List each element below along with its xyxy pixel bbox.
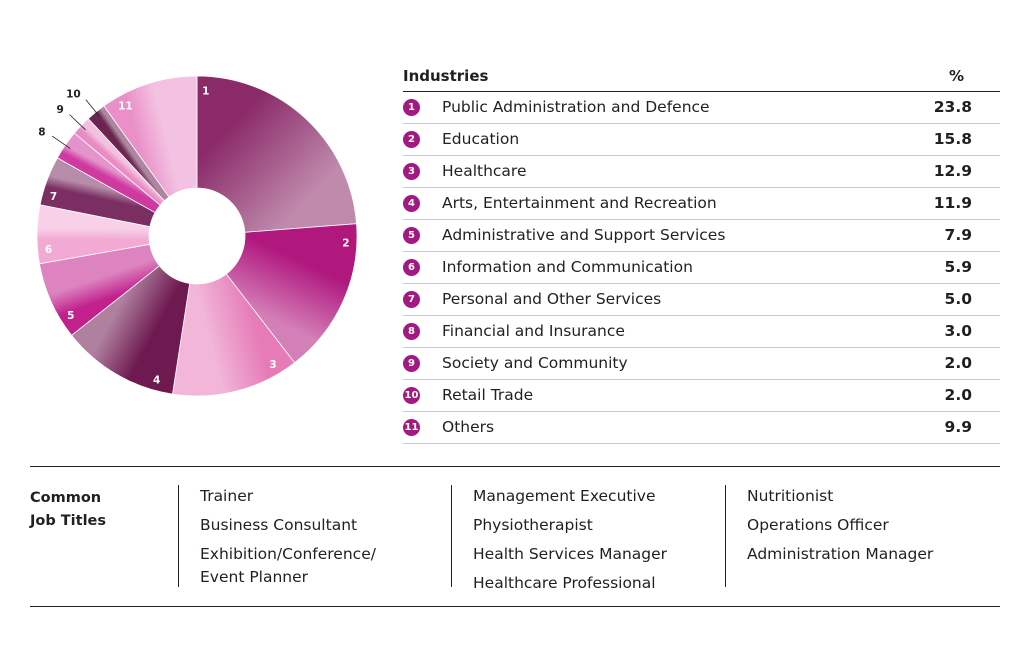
table-row: 1 Public Administration and Defence 23.8 [403,92,1000,124]
industry-name: Education [442,130,520,148]
leader-line-10 [85,99,100,117]
industry-percent: 2.0 [944,354,972,372]
table-row: 9 Society and Community 2.0 [403,348,1000,380]
job-title: Nutritionist [747,487,834,505]
row-number-badge: 3 [403,163,420,180]
job-titles-label: Common Job Titles [30,490,107,529]
table-row: 2 Education 15.8 [403,124,1000,156]
industry-percent: 23.8 [933,98,972,116]
industry-name: Healthcare [442,162,527,180]
leader-line-9 [69,114,86,131]
slice-label-5: 5 [67,310,74,322]
job-title: Exhibition/Conference/ Event Planner [200,545,376,586]
job-column-3: Nutritionist Operations Officer Administ… [725,485,933,587]
slice-label-9: 9 [56,104,63,116]
industry-percent: 12.9 [933,162,972,180]
industry-percent: 11.9 [933,194,972,212]
row-number-badge: 2 [403,131,420,148]
industry-percent: 9.9 [944,418,972,436]
job-title: Administration Manager [747,545,934,563]
row-number-badge: 8 [403,323,420,340]
row-number-badge: 4 [403,195,420,212]
industry-name: Financial and Insurance [442,322,625,340]
job-title: Operations Officer [747,516,889,534]
table-row: 6 Information and Communication 5.9 [403,252,1000,284]
job-column-1: Trainer Business Consultant Exhibition/C… [178,485,376,587]
slice-label-8: 8 [38,126,45,138]
slice-label-7: 7 [50,191,57,203]
row-number-badge: 1 [403,99,420,116]
table-row: 3 Healthcare 12.9 [403,156,1000,188]
job-column-2: Management Executive Physiotherapist Hea… [451,485,668,592]
slice-label-2: 2 [342,237,349,249]
table-row: 10 Retail Trade 2.0 [403,380,1000,412]
industry-name: Personal and Other Services [442,290,662,308]
industry-name: Arts, Entertainment and Recreation [442,194,717,212]
industry-percent: 15.8 [933,130,972,148]
common-job-titles: Common Job Titles Trainer Business Consu… [30,466,1000,607]
industry-name: Others [442,418,495,436]
slice-label-1: 1 [202,85,209,97]
industry-name: Administrative and Support Services [442,226,726,244]
row-number-badge: 6 [403,259,420,276]
row-number-badge: 5 [403,227,420,244]
industries-table: Industries % 1 Public Administration and … [403,64,1000,444]
slice-label-4: 4 [153,374,160,386]
row-number-badge: 7 [403,291,420,308]
job-title: Management Executive [473,487,656,505]
job-title: Health Services Manager [473,545,668,563]
job-title: Physiotherapist [473,516,593,534]
industry-name: Retail Trade [442,386,534,404]
industry-name: Public Administration and Defence [442,98,710,116]
job-title: Healthcare Professional [473,574,656,592]
leader-line-8 [51,135,71,149]
header-percent: % [948,67,964,85]
industry-percent: 7.9 [944,226,972,244]
header-industries: Industries [403,67,489,85]
industry-percent: 5.0 [944,290,972,308]
slice-label-3: 3 [269,359,276,371]
table-row: 8 Financial and Insurance 3.0 [403,316,1000,348]
row-number-badge: 9 [403,355,420,372]
table-row: 7 Personal and Other Services 5.0 [403,284,1000,316]
industry-percent: 5.9 [944,258,972,276]
table-row: 4 Arts, Entertainment and Recreation 11.9 [403,188,1000,220]
slice-label-6: 6 [45,244,52,256]
slice-label-11: 11 [118,100,133,112]
slice-label-10: 10 [66,88,81,100]
table-header: Industries % [403,64,1000,92]
row-number-badge: 11 [403,419,420,436]
table-row: 5 Administrative and Support Services 7.9 [403,220,1000,252]
job-title: Business Consultant [200,516,358,534]
job-title: Trainer [200,487,254,505]
industry-name: Society and Community [442,354,628,372]
industry-percent: 3.0 [944,322,972,340]
table-row: 11 Others 9.9 [403,412,1000,444]
row-number-badge: 10 [403,387,420,404]
donut-hole [149,188,245,284]
industry-percent: 2.0 [944,386,972,404]
industry-name: Information and Communication [442,258,693,276]
